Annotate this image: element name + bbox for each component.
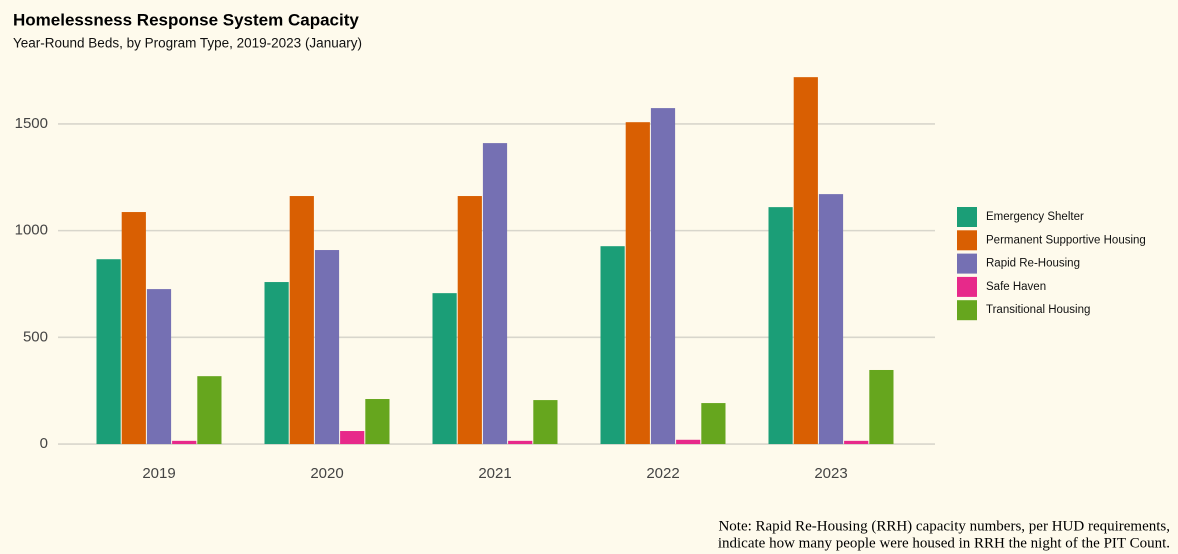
legend-label: Rapid Re-Housing [986, 258, 1080, 270]
bar [650, 108, 676, 445]
bar [197, 376, 222, 445]
legend-label: Safe Haven [986, 281, 1046, 293]
bar [701, 403, 726, 445]
legend-label: Transitional Housing [986, 304, 1090, 316]
legend-swatch [957, 230, 977, 251]
legend-swatch [957, 207, 977, 227]
bar [146, 289, 172, 445]
x-tick-label: 2023 [814, 465, 847, 482]
bar [264, 282, 289, 445]
bar [625, 122, 650, 445]
legend-label: Permanent Supportive Housing [986, 234, 1146, 246]
y-tick-label: 500 [23, 328, 48, 345]
bar [96, 259, 121, 445]
bar [818, 194, 844, 445]
legend-swatch [957, 253, 977, 274]
bar [172, 440, 197, 445]
x-tick-label: 2020 [310, 465, 343, 482]
bar [432, 293, 457, 445]
y-tick-label: 1000 [15, 222, 48, 239]
bar [314, 250, 340, 445]
bar [457, 196, 482, 445]
y-tick-label: 0 [40, 435, 48, 452]
bar [508, 440, 533, 445]
bar [121, 212, 146, 445]
bar [289, 196, 314, 445]
bar [533, 400, 558, 445]
note: indicate how many people were housed in … [718, 535, 1170, 551]
bar [676, 439, 701, 445]
chart-title: Homelessness Response System Capacity [13, 10, 359, 29]
x-tick-label: 2019 [142, 465, 175, 482]
bar [482, 143, 508, 445]
chart-subtitle: Year-Round Beds, by Program Type, 2019-2… [13, 36, 362, 51]
bar [365, 399, 390, 445]
y-tick-label: 1500 [15, 115, 48, 132]
legend-label: Emergency Shelter [986, 211, 1084, 223]
legend-swatch [957, 276, 977, 297]
legend-swatch [957, 300, 977, 321]
bar [793, 77, 818, 445]
bar [340, 431, 365, 445]
bar [869, 369, 894, 445]
x-tick-label: 2021 [478, 465, 511, 482]
bar [844, 440, 869, 445]
x-tick-label: 2022 [646, 465, 679, 482]
bar [768, 207, 793, 445]
bar [600, 246, 625, 445]
note: Note: Rapid Re-Housing (RRH) capacity nu… [718, 518, 1170, 534]
